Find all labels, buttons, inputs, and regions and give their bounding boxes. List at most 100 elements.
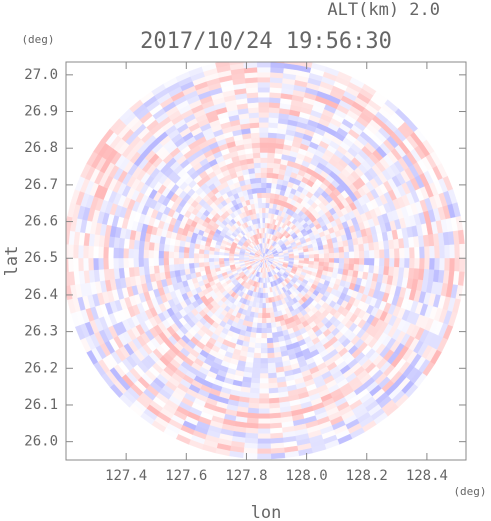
radar-cell [278, 256, 285, 259]
chart-title: 2017/10/24 19:56:30 [140, 29, 392, 54]
radar-cell [343, 263, 350, 271]
radar-cell [364, 257, 370, 266]
radar-cell [308, 250, 315, 256]
radar-cell [260, 152, 268, 158]
radar-cell [213, 254, 220, 259]
radar-cell [257, 433, 271, 439]
radar-cell [178, 245, 185, 253]
radar-cell [262, 212, 266, 218]
radar-cell [399, 257, 405, 269]
radar-cell [267, 157, 275, 164]
radar-cell [338, 246, 345, 253]
radar-cell [257, 72, 271, 78]
radar-cell [203, 253, 210, 259]
radar-cell [254, 172, 262, 179]
radar-cell [238, 257, 245, 261]
radar-cell [259, 383, 269, 389]
radar-cell [113, 247, 119, 259]
radar-cell [270, 317, 276, 324]
radar-cell [434, 257, 441, 271]
radar-cell [419, 246, 426, 259]
radar-cell [188, 252, 195, 259]
radar-cell [419, 257, 426, 270]
radar-cell [265, 197, 271, 204]
radar-cell [163, 257, 170, 266]
radar-cell [260, 167, 268, 173]
radar-cell [249, 387, 260, 394]
radar-cell [257, 92, 271, 98]
y-axis-label: lat [2, 246, 22, 277]
radar-cell [343, 251, 350, 259]
radar-cell [374, 249, 380, 259]
radar-cell [257, 67, 271, 73]
radar-cell [259, 217, 264, 224]
radar-cell [158, 250, 164, 259]
y-unit: (deg) [21, 33, 54, 46]
radar-cell [389, 248, 395, 259]
radar-cell [268, 257, 275, 259]
radar-cell [260, 343, 268, 349]
radar-cell [259, 363, 269, 369]
radar-cell [253, 352, 261, 359]
radar-cell [259, 388, 269, 394]
radar-cell [261, 197, 267, 203]
subtitle: ALT(km) 2.0 [327, 0, 440, 20]
radar-cell [252, 362, 261, 369]
radar-cell [266, 172, 274, 179]
radar-cell [313, 250, 320, 255]
radar-cell [259, 142, 269, 148]
radar-cell [265, 307, 271, 314]
radar-cell [250, 382, 260, 389]
radar-cell [439, 245, 446, 259]
y-tick-label: 26.2 [24, 360, 58, 376]
radar-cell [257, 423, 271, 429]
radar-cell [267, 372, 277, 379]
radar-cell [258, 403, 270, 409]
radar-cell [261, 182, 267, 188]
radar-cell [102, 246, 109, 259]
radar-cell [258, 117, 270, 123]
y-tick-label: 26.3 [24, 324, 58, 340]
radar-cell [265, 312, 271, 319]
radar-cell [434, 245, 441, 259]
radar-cell [266, 322, 272, 329]
radar-cell [168, 264, 175, 272]
radar-cell [188, 247, 195, 254]
radar-cell [228, 257, 235, 261]
radar-cell [399, 247, 405, 259]
radar-cell [265, 302, 270, 309]
radar-cell [266, 182, 273, 189]
radar-cell [328, 257, 335, 264]
radar-cell [323, 253, 330, 259]
radar-cell [148, 257, 154, 267]
radar-cell [353, 251, 360, 259]
radar-cell [252, 357, 261, 364]
radar-cell [269, 307, 274, 314]
radar-cell [259, 212, 263, 219]
radar-cell [260, 162, 268, 168]
radar-cell [268, 397, 280, 404]
radar-cell [256, 62, 272, 63]
radar-cell [273, 256, 280, 259]
radar-cell [459, 257, 466, 273]
radar-cell [259, 378, 269, 384]
radar-cell [256, 62, 272, 68]
radar-cell [253, 162, 262, 169]
radar-cell [258, 207, 263, 214]
radar-cell [261, 313, 267, 319]
radar-cell [213, 260, 220, 266]
radar-cell [333, 252, 340, 259]
radar-cell [384, 248, 390, 259]
radar-cell [77, 244, 84, 259]
radar-cell [259, 132, 269, 138]
radar-cell [92, 245, 99, 259]
radar-cell [264, 287, 268, 294]
x-tick-label: 128.2 [346, 468, 388, 484]
x-tick-label: 128.0 [286, 468, 328, 484]
radar-cell [113, 257, 119, 269]
radar-cell [269, 312, 275, 319]
radar-cell [257, 438, 271, 444]
radar-cell [261, 323, 267, 329]
radar-cell [173, 257, 180, 265]
radar-cell [328, 247, 335, 254]
